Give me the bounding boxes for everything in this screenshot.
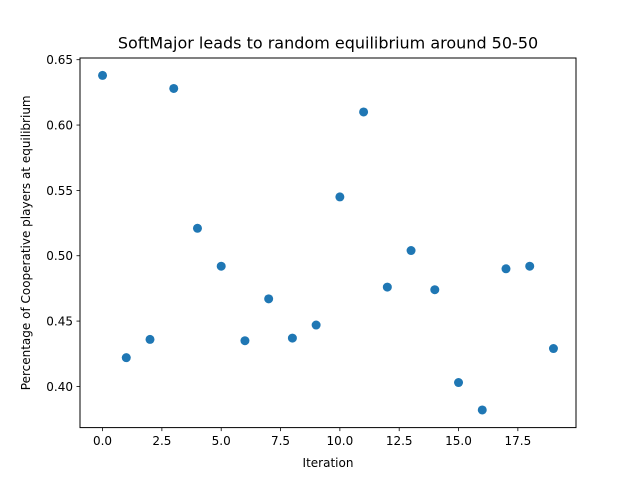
data-point — [477, 405, 487, 415]
y-axis-label: Percentage of Cooperative players at equ… — [19, 95, 33, 390]
x-tick-label: 5.0 — [212, 434, 231, 448]
data-point — [335, 192, 345, 202]
x-tick-label: 15.0 — [445, 434, 472, 448]
y-tick-label: 0.45 — [46, 315, 73, 329]
data-point — [192, 223, 202, 233]
data-point — [406, 246, 416, 256]
data-point — [548, 344, 558, 354]
data-point — [359, 107, 369, 117]
data-point — [287, 333, 297, 343]
y-tick-label: 0.40 — [46, 380, 73, 394]
x-tick-label: 12.5 — [386, 434, 413, 448]
x-tick-label: 17.5 — [504, 434, 531, 448]
x-tick-label: 10.0 — [327, 434, 354, 448]
data-point — [121, 353, 131, 363]
x-tick-label: 7.5 — [271, 434, 290, 448]
data-point — [454, 378, 464, 388]
data-point — [98, 70, 108, 80]
data-point — [382, 282, 392, 292]
x-axis-label: Iteration — [303, 456, 354, 470]
data-point — [216, 261, 226, 271]
x-tick-label: 2.5 — [152, 434, 171, 448]
data-point — [145, 334, 155, 344]
data-points — [98, 70, 558, 415]
y-tick-label: 0.65 — [46, 53, 73, 67]
y-tick-label: 0.60 — [46, 119, 73, 133]
plot-frame — [79, 57, 577, 429]
data-point — [311, 320, 321, 330]
x-tick-label: 0.0 — [93, 434, 112, 448]
data-point — [430, 285, 440, 295]
data-point — [169, 83, 179, 93]
y-axis-ticks: 0.40 0.45 0.50 0.55 0.60 0.65 — [46, 53, 80, 394]
y-tick-label: 0.55 — [46, 184, 73, 198]
data-point — [240, 336, 250, 346]
data-point — [525, 261, 535, 271]
y-tick-label: 0.50 — [46, 249, 73, 263]
data-point — [264, 294, 274, 304]
chart-title: SoftMajor leads to random equilibrium ar… — [118, 34, 538, 53]
x-axis-ticks: 0.0 2.5 5.0 7.5 10.0 12.5 15.0 17.5 — [93, 427, 531, 448]
data-point — [501, 264, 511, 274]
